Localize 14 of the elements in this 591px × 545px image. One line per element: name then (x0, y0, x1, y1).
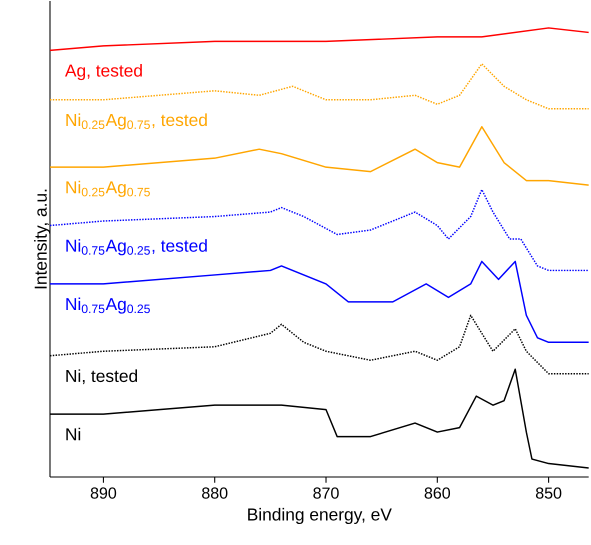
series-label: Ni$_{0.75}$Ag$_{0.25}$ (66, 297, 150, 314)
y-axis-title: Intensity, a.u. (34, 190, 50, 288)
x-axis-title: Binding energy, eV (248, 508, 392, 524)
x-tick-label: 880 (202, 487, 228, 499)
series-label: Ni$_{0.25}$Ag$_{0.75}$ (66, 180, 150, 197)
series-label: Ni$_{0.25}$Ag$_{0.75}$, tested (66, 113, 207, 130)
x-tick-label: 850 (536, 487, 562, 499)
x-tick-label: 890 (90, 487, 116, 499)
series-label: Ag, tested (64, 64, 142, 80)
series-label: Ni, tested (66, 369, 138, 384)
series-label: Ni$_{0.75}$Ag$_{0.25}$, tested (66, 239, 207, 256)
series-label: Ni (66, 428, 80, 440)
x-tick-label: 860 (424, 487, 450, 499)
x-tick-label: 870 (313, 487, 339, 499)
